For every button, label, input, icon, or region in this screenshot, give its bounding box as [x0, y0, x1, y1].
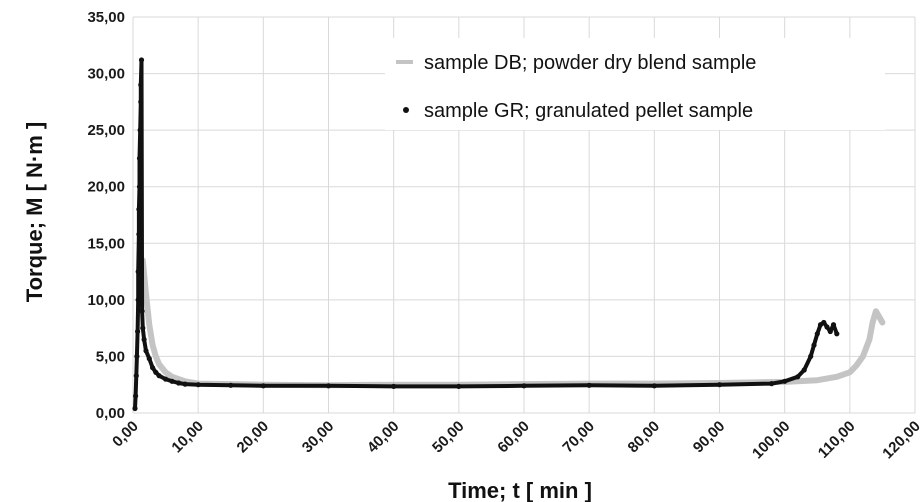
series-gr-point: [138, 99, 144, 105]
series-gr-point: [153, 369, 159, 375]
y-tick-label: 35,00: [87, 9, 125, 26]
legend: sample DB; powder dry blend sample sampl…: [385, 38, 885, 130]
series-gr-point: [801, 367, 807, 373]
series-gr-point: [169, 378, 175, 384]
series-gr-point: [163, 376, 169, 382]
y-tick-label: 30,00: [87, 66, 125, 83]
x-tick-label: 110,00: [815, 418, 859, 462]
y-axis-title: Torque; M [ N·m ]: [22, 122, 47, 302]
series-gr-point: [651, 383, 657, 389]
series-gr-point: [156, 373, 162, 379]
legend-label-gr: sample GR; granulated pellet sample: [424, 100, 753, 122]
y-tick-labels: 0,00 5,00 10,00 15,00 20,00 25,00 30,00 35,00: [87, 9, 125, 422]
series-gr-point: [136, 231, 142, 237]
series-gr-point: [137, 127, 143, 133]
series-gr-point: [228, 382, 234, 388]
series-gr-point: [132, 405, 138, 412]
x-tick-label: 120,00: [879, 418, 920, 462]
series-gr-point: [808, 353, 814, 359]
series-gr-point: [136, 155, 143, 161]
series-gr-point: [135, 269, 141, 275]
series-gr-point: [182, 381, 188, 387]
series-gr-point: [135, 328, 141, 335]
series-gr-point: [138, 82, 144, 88]
x-tick-label: 80,00: [625, 418, 664, 457]
series-gr-point: [138, 57, 145, 63]
x-tick-labels: 0,00 10,00 20,00 30,00 40,00 50,00 60,00 70,00 8…: [109, 418, 920, 462]
series-gr-point: [769, 381, 775, 387]
series-gr-point: [133, 393, 139, 399]
x-tick-label: 30,00: [299, 418, 338, 457]
series-gr-point: [141, 336, 147, 343]
x-tick-label: 50,00: [429, 418, 468, 457]
series-db-line: [139, 257, 886, 389]
series-gr-point: [830, 322, 837, 328]
y-tick-label: 15,00: [87, 235, 125, 252]
series-gr-point: [827, 328, 833, 335]
series-gr-point: [136, 206, 142, 212]
y-tick-label: 0,00: [96, 405, 125, 422]
x-tick-label: 10,00: [168, 418, 207, 457]
y-tick-label: 10,00: [87, 292, 125, 309]
legend-label-db: sample DB; powder dry blend sample: [424, 52, 756, 74]
series-gr-point: [811, 342, 817, 348]
series-gr-point: [176, 380, 182, 386]
x-tick-label: 0,00: [109, 418, 142, 451]
series-gr-point: [140, 325, 146, 331]
x-tick-label: 60,00: [494, 418, 533, 457]
series-gr-point: [782, 378, 788, 384]
series-gr-point: [195, 382, 201, 388]
y-tick-label: 20,00: [87, 179, 125, 196]
series-gr-point: [814, 331, 820, 337]
series-gr-point: [150, 365, 156, 371]
series-gr-point: [134, 353, 140, 359]
x-tick-label: 70,00: [559, 418, 598, 457]
x-axis-title: Time; t [ min ]: [448, 478, 592, 502]
legend-marker-gr: [403, 107, 409, 113]
series-gr-point: [260, 383, 266, 389]
x-tick-label: 40,00: [364, 418, 403, 457]
y-tick-label: 25,00: [87, 122, 125, 139]
legend-background: [385, 38, 885, 130]
series-gr-point: [136, 184, 143, 190]
x-tick-label: 20,00: [234, 418, 273, 457]
series-gr-point: [456, 383, 462, 389]
series-gr-point: [716, 382, 723, 388]
x-tick-label: 90,00: [690, 418, 729, 457]
series-gr-point: [325, 383, 332, 389]
series-gr-point: [135, 297, 141, 303]
series-gr-point: [586, 382, 592, 388]
series-gr-point: [521, 383, 527, 389]
series-gr-point: [824, 324, 830, 330]
series-gr-point: [795, 374, 801, 380]
series-gr-point: [821, 319, 827, 326]
series-gr-point: [133, 373, 139, 379]
series-gr-point: [834, 331, 840, 337]
y-tick-label: 5,00: [96, 348, 125, 365]
series-gr-point: [143, 348, 149, 354]
series-layer: [132, 57, 886, 412]
series-gr-point: [139, 308, 145, 314]
series-gr-point: [391, 383, 397, 389]
series-gr-point: [146, 356, 152, 362]
x-tick-label: 100,00: [749, 418, 793, 462]
